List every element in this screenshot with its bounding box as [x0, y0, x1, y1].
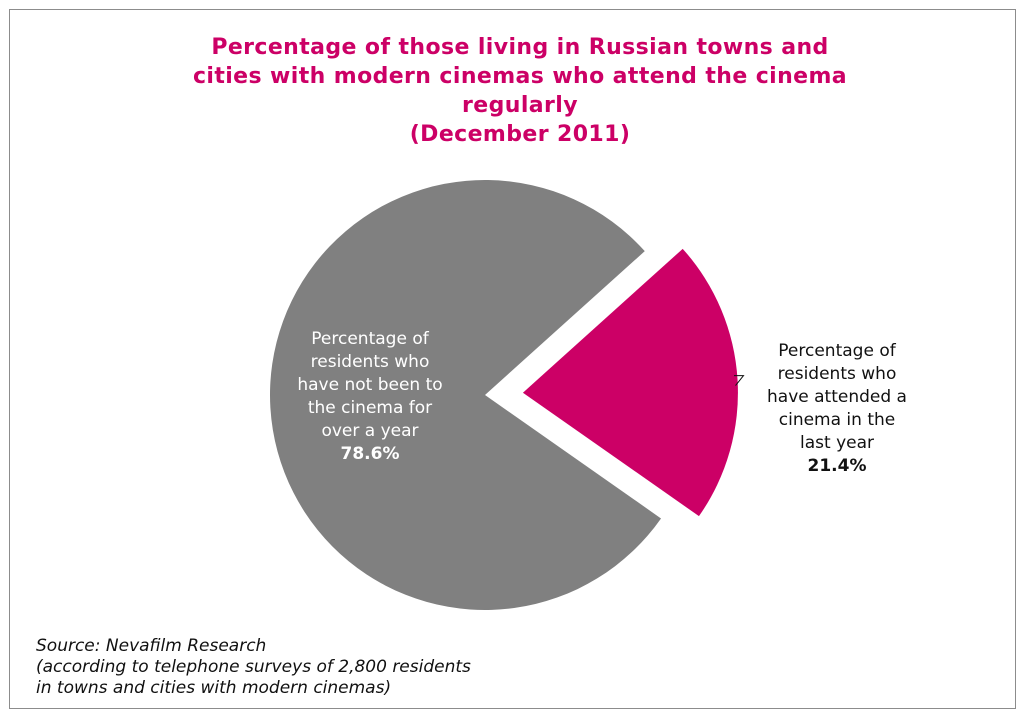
- source-line: in towns and cities with modern cinemas): [36, 678, 392, 698]
- slice-label-line: Percentage of: [778, 341, 896, 361]
- chart-frame: Percentage of those living in Russian to…: [9, 9, 1016, 709]
- slice-label-line: the cinema for: [307, 398, 433, 418]
- slice-label-line: have attended a: [767, 387, 907, 407]
- slice-label-attended: Percentage of residents who have attende…: [752, 340, 922, 478]
- slice-value-label: 78.6%: [340, 444, 400, 464]
- source-note: Source: Nevafilm Research (according to …: [36, 636, 471, 699]
- slice-value-label: 21.4%: [807, 456, 867, 476]
- pie-chart: [269, 179, 745, 610]
- slice-label-line: Percentage of: [311, 329, 429, 349]
- source-line: (according to telephone surveys of 2,800…: [36, 657, 471, 677]
- chart-title-line: (December 2011): [409, 122, 631, 147]
- chart-title-line: Percentage of those living in Russian to…: [211, 35, 829, 60]
- leader-line: [734, 375, 745, 386]
- chart-title: Percentage of those living in Russian to…: [80, 33, 960, 149]
- slice-label-line: over a year: [321, 421, 419, 441]
- slice-label-line: have not been to: [297, 375, 443, 395]
- slice-label-line: cinema in the: [778, 410, 896, 430]
- slice-label-not-attended: Percentage of residents who have not bee…: [280, 328, 460, 466]
- chart-title-line: cities with modern cinemas who attend th…: [192, 64, 848, 89]
- slice-label-line: residents who: [310, 352, 430, 372]
- pie-slice-not-attended: [269, 179, 662, 610]
- slice-label-line: last year: [800, 433, 874, 453]
- source-line: Source: Nevafilm Research: [36, 636, 267, 656]
- slice-label-line: residents who: [777, 364, 897, 384]
- chart-title-line: regularly: [462, 93, 578, 118]
- pie-slice-attended: [522, 248, 738, 517]
